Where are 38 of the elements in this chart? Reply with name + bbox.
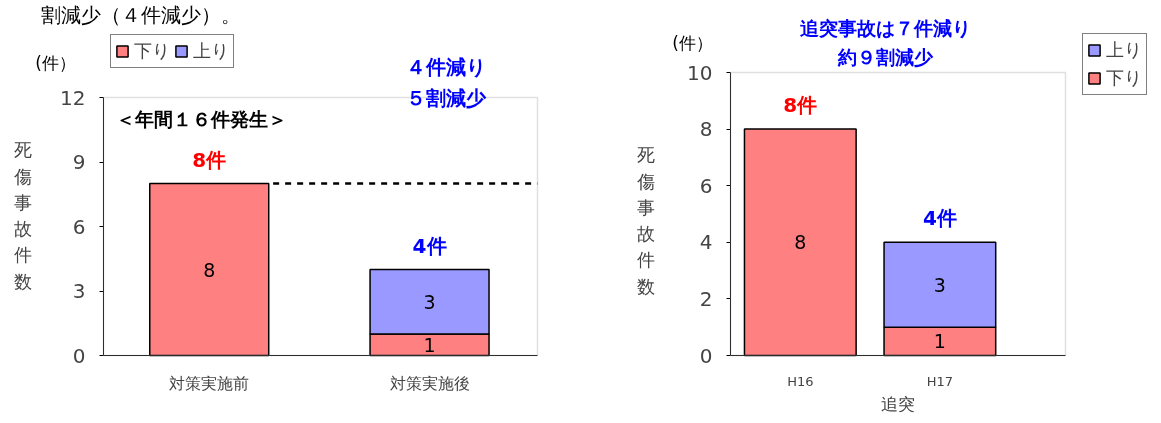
data-label: 8 <box>203 258 216 281</box>
text: (件） <box>35 52 76 73</box>
x-axis-title: 追突 <box>881 393 915 414</box>
text: 割減少（４件減少）。 <box>40 2 241 27</box>
text: (件） <box>672 32 713 53</box>
total-label: 8件 <box>783 93 818 118</box>
y-tick-label: 10 <box>687 60 713 85</box>
x-tick-label: 対策実施後 <box>389 373 470 393</box>
text: 追突事故は７件減り約９割減少 <box>799 17 971 68</box>
legend-label: 上り <box>1106 38 1142 62</box>
y-tick-label: 4 <box>699 230 713 255</box>
y-tick-label: 3 <box>72 279 86 303</box>
y-tick-label: 6 <box>699 173 713 198</box>
y-axis-title: 死傷事故件数 <box>12 139 32 292</box>
y-tick-label: 6 <box>72 214 86 239</box>
data-label: 1 <box>933 330 946 353</box>
y-tick-label: 9 <box>72 150 86 174</box>
x-tick-label: H16 <box>787 373 814 389</box>
legend-label: 上り <box>193 39 229 63</box>
data-label: 1 <box>423 333 436 356</box>
y-tick-label: 0 <box>72 343 86 368</box>
y-tick-label: 0 <box>699 343 713 368</box>
y-tick-label: 8 <box>699 117 713 142</box>
data-label: 3 <box>423 290 436 313</box>
y-tick-label: 2 <box>699 286 713 311</box>
data-label: 8 <box>794 231 807 254</box>
y-tick-label: 12 <box>60 85 86 110</box>
annotation: ＜年間１６件発生＞ <box>115 107 287 130</box>
total-label: 4件 <box>922 206 957 231</box>
legend-label: 下り <box>1106 66 1142 90</box>
y-axis-title: 死傷事故件数 <box>635 144 655 297</box>
total-label: 8件 <box>192 147 227 172</box>
data-label: 3 <box>933 273 946 296</box>
total-label: 4件 <box>412 233 447 258</box>
legend-label: 下り <box>134 39 170 63</box>
x-tick-label: H17 <box>926 373 954 389</box>
x-tick-label: 対策実施前 <box>169 373 250 393</box>
annotation: ４件減り５割減少 <box>405 54 487 111</box>
